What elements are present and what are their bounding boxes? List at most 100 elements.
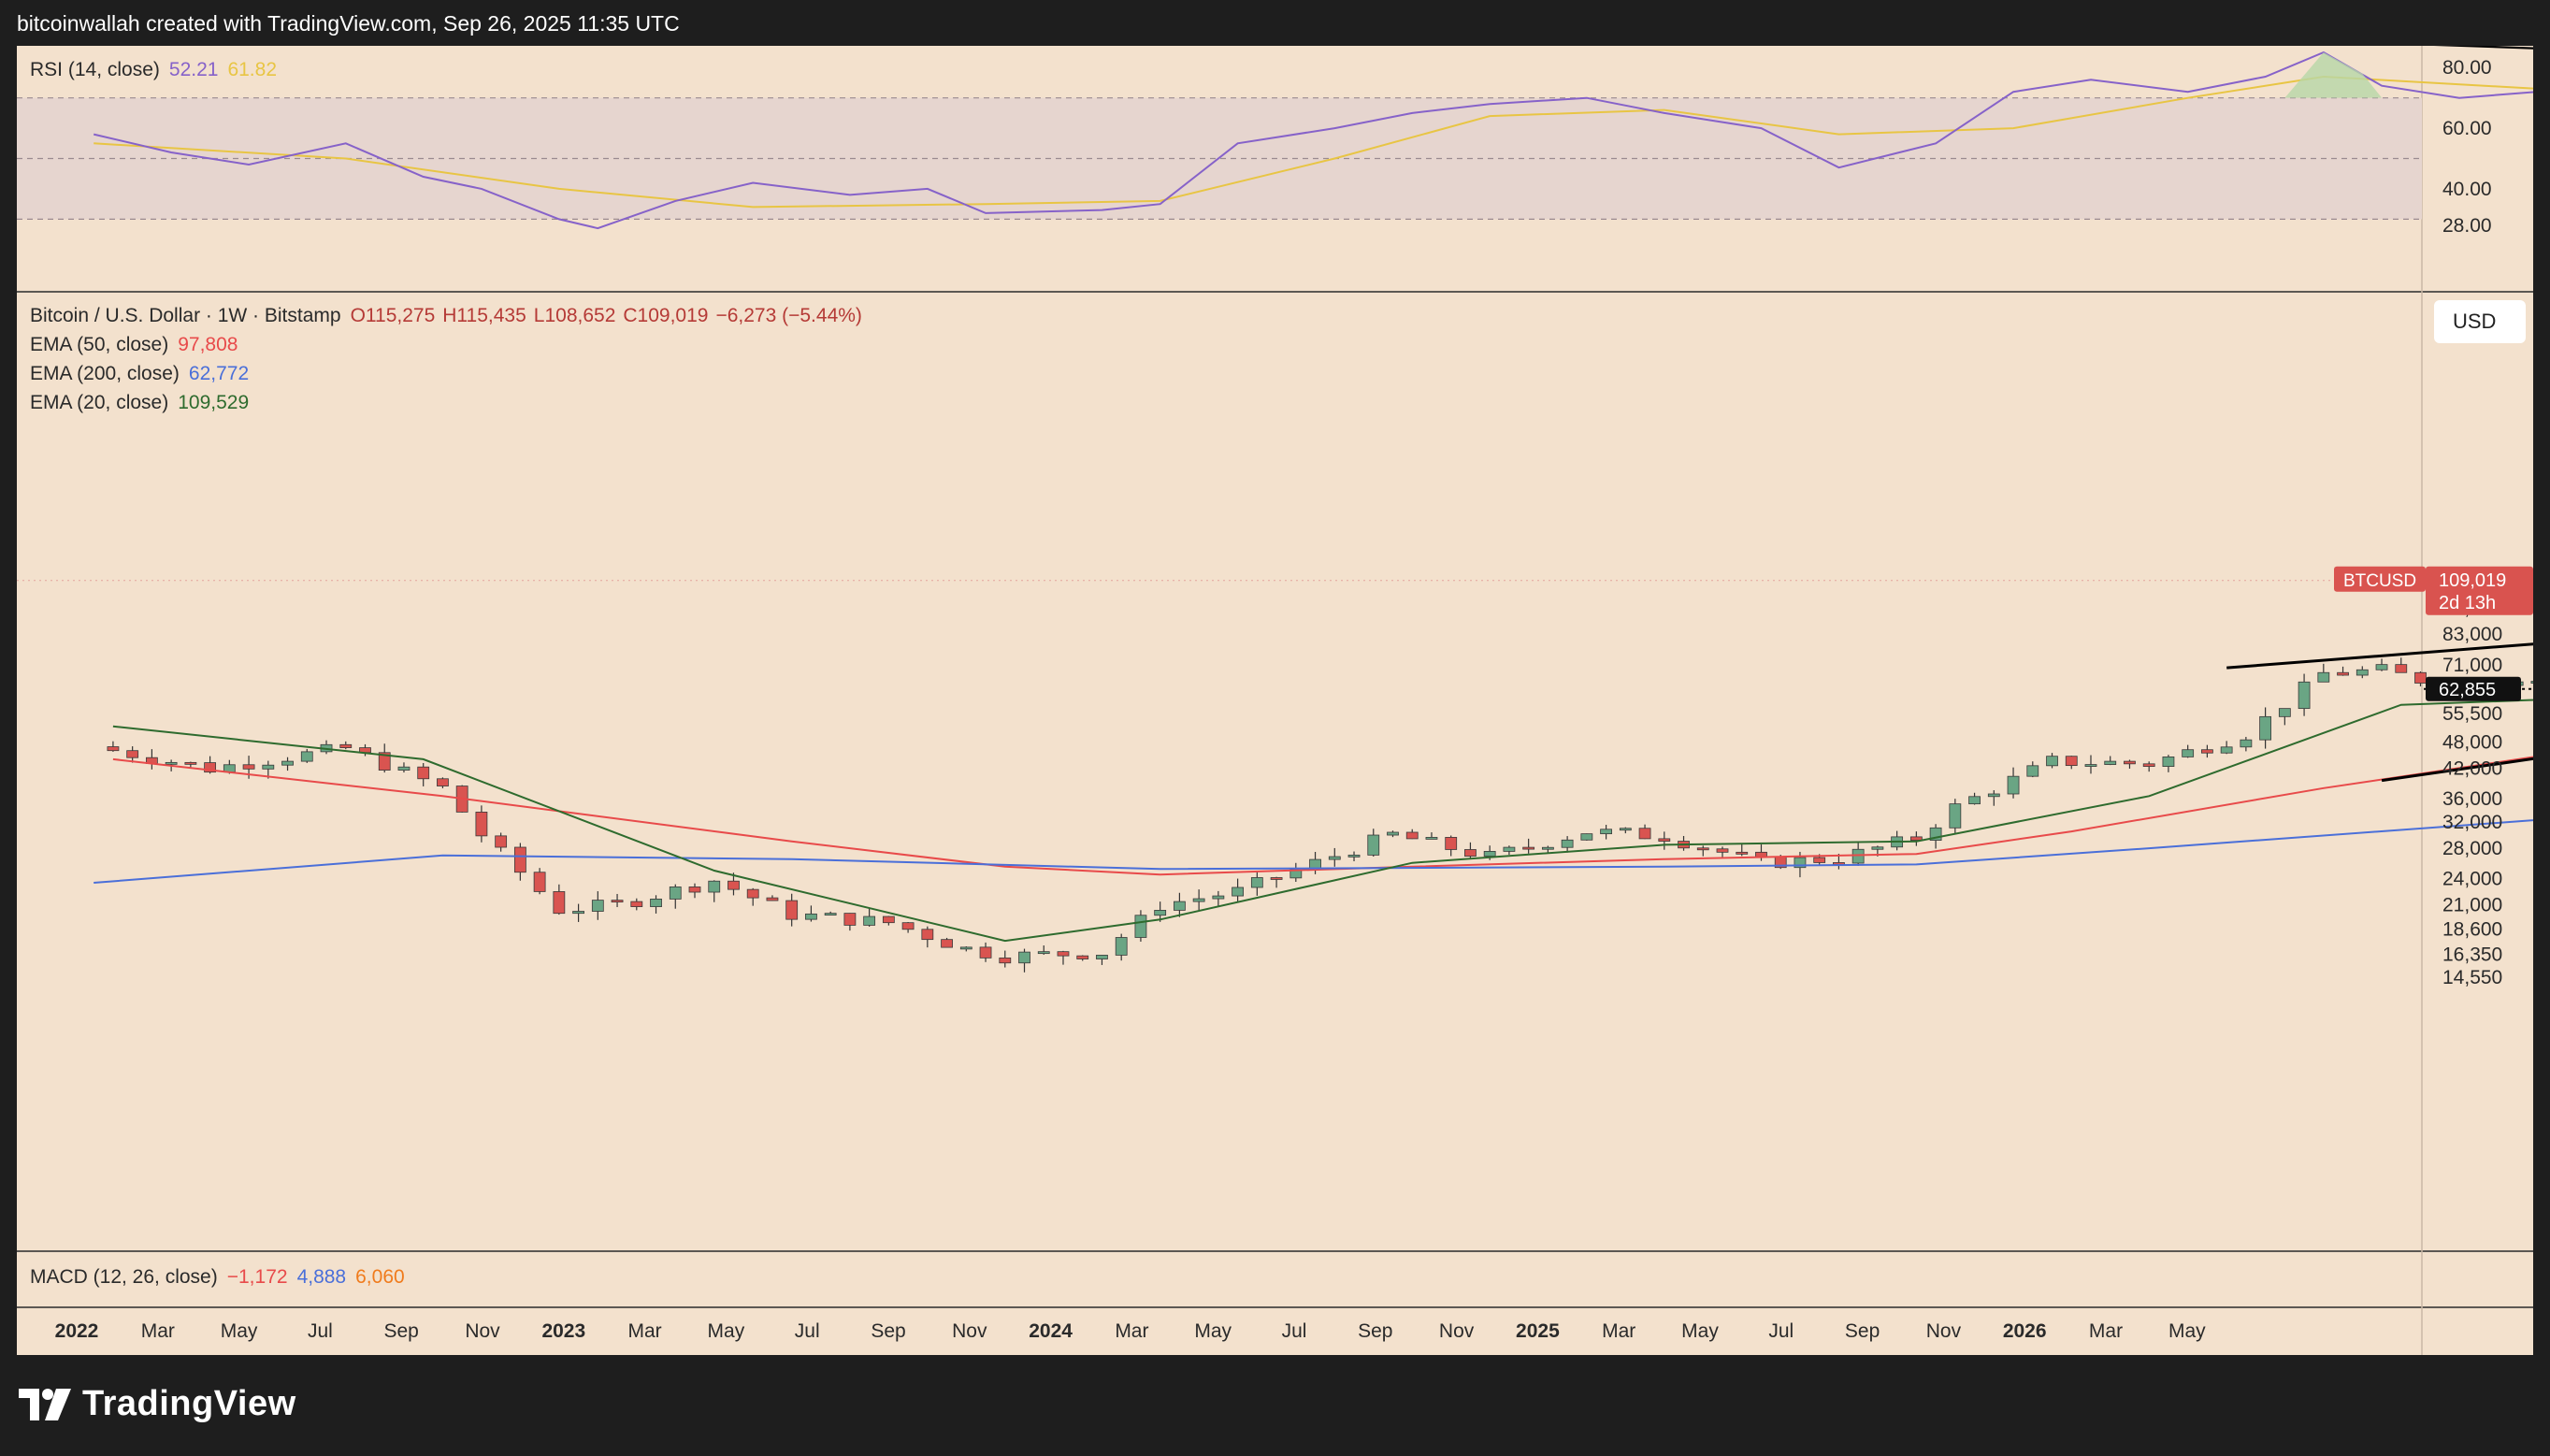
candle: [2337, 666, 2349, 676]
candle: [2162, 755, 2175, 772]
currency-button[interactable]: USD: [2434, 300, 2526, 343]
time-x-tick-label: May: [1681, 1320, 1719, 1342]
candle-body: [204, 762, 217, 773]
macd-legend-label: MACD (12, 26, close): [30, 1266, 218, 1288]
time-x-tick-label: Mar: [1602, 1320, 1635, 1342]
candle: [863, 908, 876, 927]
candle-body: [2026, 765, 2039, 777]
time-x-tick-label: Jul: [795, 1320, 820, 1342]
candle: [669, 884, 682, 909]
ema200-line: [94, 819, 2533, 884]
candle: [2124, 759, 2136, 769]
rsi-overbought-fill: [2284, 52, 2383, 98]
candle-body: [165, 761, 178, 765]
candle-body: [1367, 834, 1380, 856]
candle-body: [2182, 749, 2195, 757]
candle-body: [1387, 831, 1399, 836]
candle-body: [824, 913, 837, 916]
candle-body: [2240, 739, 2253, 748]
candle: [1987, 790, 2000, 806]
candle-body: [378, 752, 391, 771]
rsi-line: [93, 50, 2533, 230]
candle-body: [688, 887, 701, 893]
candle-body: [843, 913, 857, 926]
candle-body: [1949, 803, 1962, 829]
candle: [1057, 950, 1070, 965]
candle-body: [669, 887, 682, 900]
candle: [184, 761, 197, 768]
candle-body: [2104, 760, 2117, 765]
candle: [320, 740, 333, 755]
tradingview-logo[interactable]: TradingView: [19, 1384, 296, 1424]
candle: [1851, 842, 1865, 866]
candle-body: [1174, 901, 1186, 911]
candle-body: [1541, 846, 1554, 850]
time-x-tick-label: 2025: [1516, 1320, 1560, 1342]
candle: [979, 942, 992, 962]
candle: [728, 872, 740, 896]
time-x-tick-label: Nov: [1439, 1320, 1475, 1342]
candle: [2220, 741, 2233, 755]
candle: [1464, 842, 1477, 859]
candle-body: [1328, 856, 1341, 860]
ema20-legend[interactable]: EMA (20, close) 109,529: [30, 392, 258, 414]
candle: [378, 743, 391, 773]
price-y-tick-label: 32,000: [2442, 812, 2502, 833]
candle-body: [126, 750, 139, 758]
candle: [2084, 755, 2097, 774]
candle-body: [2142, 763, 2155, 767]
price-legend[interactable]: Bitcoin / U.S. Dollar · 1W · Bitstamp O11…: [30, 305, 872, 327]
candle-body: [1250, 877, 1263, 888]
candle-body: [2298, 681, 2311, 710]
price-y-tick-label: 48,000: [2442, 732, 2502, 754]
candle: [2104, 756, 2117, 766]
candle-body: [999, 957, 1012, 964]
time-x-tick-label: 2022: [55, 1320, 99, 1342]
ema50-legend-label: EMA (50, close): [30, 334, 169, 355]
candle: [999, 950, 1012, 968]
candle: [1678, 835, 1690, 851]
candle: [1115, 933, 1128, 961]
candle: [1949, 799, 1962, 833]
candle-body: [2162, 757, 2175, 767]
candle-body: [2220, 746, 2233, 754]
ema200-legend-value: 62,772: [188, 363, 250, 384]
candle-body: [2259, 715, 2272, 741]
rsi-y-tick-label: 60.00: [2442, 118, 2492, 139]
chart-frame[interactable]: 80.0060.0040.0028.0095,00083,00071,00055…: [17, 46, 2533, 1355]
candle: [1736, 843, 1749, 857]
time-x-tick-label: Sep: [871, 1320, 905, 1342]
chart-canvas[interactable]: 80.0060.0040.0028.0095,00083,00071,00055…: [17, 46, 2533, 1355]
candle: [1968, 792, 1981, 805]
target-price-tag: [2426, 676, 2521, 701]
candle: [1018, 948, 1030, 973]
candle: [1154, 901, 1167, 922]
ema50-legend[interactable]: EMA (50, close) 97,808: [30, 334, 247, 356]
candle-body: [2278, 708, 2291, 717]
macd-value: −1,172: [226, 1266, 288, 1288]
candle: [126, 746, 139, 763]
candle: [1387, 830, 1399, 838]
candle: [921, 926, 934, 948]
candle-body: [1813, 857, 1826, 863]
time-x-tick-label: Mar: [1115, 1320, 1148, 1342]
ema200-legend[interactable]: EMA (200, close) 62,772: [30, 363, 258, 385]
candle-body: [1483, 851, 1496, 857]
candle: [1445, 835, 1458, 857]
candle-body: [1736, 851, 1749, 855]
time-x-tick-label: Jul: [1282, 1320, 1307, 1342]
candle: [107, 741, 120, 752]
candle-body: [1658, 838, 1671, 842]
candle: [785, 893, 799, 927]
candle: [2317, 663, 2330, 683]
candle: [1638, 824, 1651, 840]
macd-legend[interactable]: MACD (12, 26, close) −1,172 4,888 6,060: [30, 1266, 414, 1289]
ticker-symbol-label: BTCUSD: [2343, 571, 2416, 591]
candle: [300, 748, 313, 763]
rsi-legend[interactable]: RSI (14, close) 52.21 61.82: [30, 59, 286, 81]
candle-body: [437, 778, 449, 786]
candle-body: [1270, 877, 1283, 880]
time-x-tick-label: May: [708, 1320, 745, 1342]
open-value: O115,275: [350, 305, 436, 326]
candle-body: [2375, 664, 2388, 670]
